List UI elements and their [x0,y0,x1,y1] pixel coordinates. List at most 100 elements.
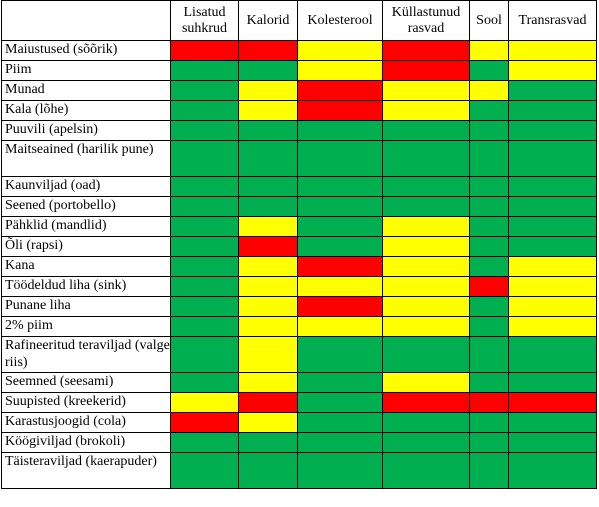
rating-cell-calories [238,40,298,61]
rating-cell-trans-fat [508,336,597,373]
rating-cell-added-sugar [170,140,239,177]
rating-cell-cholesterol [297,372,383,393]
rating-cell-saturated-fat [382,216,470,237]
rating-cell-salt [469,432,509,453]
header-calories: Kalorid [238,0,298,41]
rating-cell-added-sugar [170,432,239,453]
row-label: Karastusjoogid (cola) [1,412,171,433]
rating-cell-salt [469,296,509,317]
row-label: Töödeldud liha (sink) [1,276,171,297]
row-label: Kala (lõhe) [1,100,171,121]
rating-cell-saturated-fat [382,392,470,413]
rating-cell-trans-fat [508,100,597,121]
rating-cell-added-sugar [170,412,239,433]
table-row: Rafineeritud teraviljad (valge riis) [1,336,597,373]
rating-cell-trans-fat [508,296,597,317]
rating-cell-added-sugar [170,176,239,197]
rating-cell-saturated-fat [382,452,470,489]
rating-cell-calories [238,336,298,373]
row-label: Munad [1,80,171,101]
row-label: Maitseained (harilik pune) [1,140,171,177]
rating-cell-calories [238,316,298,337]
rating-cell-added-sugar [170,236,239,257]
rating-cell-salt [469,236,509,257]
rating-cell-added-sugar [170,316,239,337]
row-label: Õli (rapsi) [1,236,171,257]
table-row: Maiustused (sõõrik) [1,40,597,61]
rating-cell-salt [469,140,509,177]
rating-cell-calories [238,120,298,141]
nutrition-color-table: Lisatud suhkrud Kalorid Kolesterool Küll… [1,0,597,489]
rating-cell-cholesterol [297,336,383,373]
rating-cell-salt [469,40,509,61]
rating-cell-saturated-fat [382,140,470,177]
header-salt: Sool [469,0,509,41]
table-row: Töödeldud liha (sink) [1,276,597,297]
rating-cell-saturated-fat [382,316,470,337]
rating-cell-added-sugar [170,296,239,317]
rating-cell-added-sugar [170,40,239,61]
rating-cell-trans-fat [508,432,597,453]
rating-cell-cholesterol [297,60,383,81]
rating-cell-trans-fat [508,140,597,177]
table-row: Pähklid (mandlid) [1,216,597,237]
rating-cell-salt [469,372,509,393]
rating-cell-cholesterol [297,140,383,177]
rating-cell-saturated-fat [382,80,470,101]
rating-cell-trans-fat [508,216,597,237]
table-row: Seemned (seesami) [1,372,597,393]
rating-cell-trans-fat [508,452,597,489]
rating-cell-trans-fat [508,276,597,297]
rating-cell-salt [469,120,509,141]
table-row: Kana [1,256,597,277]
rating-cell-trans-fat [508,60,597,81]
rating-cell-salt [469,100,509,121]
row-label: Täisteraviljad (kaerapuder) [1,452,171,489]
rating-cell-calories [238,216,298,237]
rating-cell-saturated-fat [382,196,470,217]
rating-cell-cholesterol [297,256,383,277]
rating-cell-salt [469,196,509,217]
table-row: Piim [1,60,597,81]
rating-cell-saturated-fat [382,60,470,81]
rating-cell-salt [469,256,509,277]
table-row: Karastusjoogid (cola) [1,412,597,433]
rating-cell-calories [238,392,298,413]
rating-cell-salt [469,60,509,81]
rating-cell-salt [469,176,509,197]
rating-cell-trans-fat [508,256,597,277]
row-label: Piim [1,60,171,81]
table-row: Seened (portobello) [1,196,597,217]
rating-cell-saturated-fat [382,372,470,393]
rating-cell-cholesterol [297,316,383,337]
table-row: Maitseained (harilik pune) [1,140,597,177]
rating-cell-added-sugar [170,216,239,237]
rating-cell-calories [238,256,298,277]
rating-cell-salt [469,412,509,433]
rating-cell-trans-fat [508,236,597,257]
row-label: 2% piim [1,316,171,337]
rating-cell-saturated-fat [382,236,470,257]
table-row: Puuvili (apelsin) [1,120,597,141]
row-label: Seened (portobello) [1,196,171,217]
rating-cell-calories [238,432,298,453]
rating-cell-calories [238,140,298,177]
row-label: Rafineeritud teraviljad (valge riis) [1,336,171,373]
rating-cell-trans-fat [508,316,597,337]
rating-cell-cholesterol [297,40,383,61]
rating-cell-calories [238,372,298,393]
rating-cell-calories [238,452,298,489]
rating-cell-saturated-fat [382,256,470,277]
rating-cell-added-sugar [170,60,239,81]
rating-cell-added-sugar [170,336,239,373]
rating-cell-saturated-fat [382,120,470,141]
rating-cell-trans-fat [508,372,597,393]
rating-cell-salt [469,216,509,237]
rating-cell-saturated-fat [382,296,470,317]
rating-cell-added-sugar [170,452,239,489]
rating-cell-calories [238,196,298,217]
rating-cell-calories [238,276,298,297]
header-saturated-fat: Küllastunud rasvad [382,0,470,41]
rating-cell-cholesterol [297,412,383,433]
rating-cell-cholesterol [297,296,383,317]
